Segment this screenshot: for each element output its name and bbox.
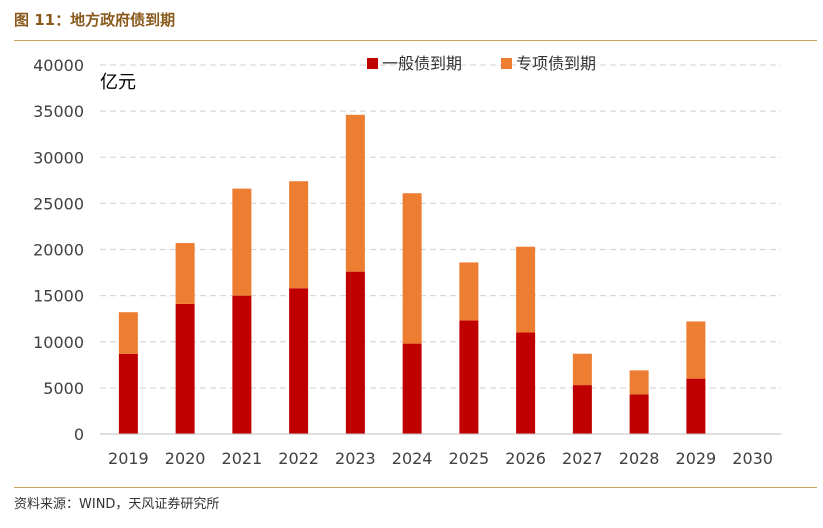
title-rule bbox=[14, 40, 817, 41]
bar-special-2021 bbox=[232, 188, 252, 296]
bar-special-2020 bbox=[175, 243, 195, 304]
source-note: 资料来源：WIND，天风证券研究所 bbox=[14, 497, 220, 512]
y-tick-label: 5000 bbox=[43, 379, 84, 398]
bar-general-2023 bbox=[345, 271, 365, 434]
bar-special-2027 bbox=[572, 353, 592, 386]
x-tick-label: 2019 bbox=[108, 449, 149, 468]
x-tick-label: 2025 bbox=[449, 449, 490, 468]
bar-general-2029 bbox=[686, 378, 706, 434]
bar-special-2022 bbox=[289, 181, 309, 289]
y-tick-label: 40000 bbox=[33, 56, 84, 75]
legend-label-general: 一般债到期 bbox=[382, 54, 462, 73]
figure-title: 图 11：地方政府债到期 bbox=[14, 11, 176, 29]
legend: 一般债到期 专项债到期 bbox=[367, 54, 596, 73]
bar-general-2027 bbox=[572, 385, 592, 434]
bar-special-2024 bbox=[402, 193, 422, 344]
bar-general-2019 bbox=[118, 353, 138, 434]
x-tick-label: 2022 bbox=[278, 449, 319, 468]
x-tick-label: 2020 bbox=[165, 449, 206, 468]
bar-special-2029 bbox=[686, 321, 706, 379]
bar-general-2021 bbox=[232, 295, 252, 434]
y-tick-label: 35000 bbox=[33, 102, 84, 121]
x-tick-label: 2028 bbox=[619, 449, 660, 468]
bar-general-2026 bbox=[516, 332, 536, 434]
gridlines bbox=[100, 64, 781, 389]
x-tick-label: 2024 bbox=[392, 449, 433, 468]
bar-special-2026 bbox=[516, 246, 536, 333]
y-tick-label: 25000 bbox=[33, 194, 84, 213]
legend-label-special: 专项债到期 bbox=[516, 54, 596, 73]
x-tick-label: 2027 bbox=[562, 449, 603, 468]
y-tick-label: 10000 bbox=[33, 333, 84, 352]
bar-general-2020 bbox=[175, 303, 195, 434]
y-tick-label: 15000 bbox=[33, 287, 84, 306]
bar-special-2019 bbox=[118, 312, 138, 354]
bar-general-2028 bbox=[629, 394, 649, 434]
source-rule bbox=[14, 487, 817, 488]
bar-general-2022 bbox=[289, 288, 309, 434]
y-tick-label: 20000 bbox=[33, 241, 84, 260]
bar-general-2025 bbox=[459, 320, 479, 434]
x-tick-label: 2021 bbox=[222, 449, 263, 468]
x-tick-label: 2029 bbox=[676, 449, 717, 468]
bar-special-2025 bbox=[459, 262, 479, 321]
x-tick-label: 2026 bbox=[505, 449, 546, 468]
bar-special-2028 bbox=[629, 370, 649, 395]
y-tick-label: 0 bbox=[74, 425, 84, 444]
legend-swatch-general bbox=[367, 58, 378, 69]
x-tick-label: 2023 bbox=[335, 449, 376, 468]
bar-general-2024 bbox=[402, 343, 422, 434]
legend-swatch-special bbox=[501, 58, 512, 69]
y-tick-label: 30000 bbox=[33, 148, 84, 167]
bar-special-2023 bbox=[345, 114, 365, 272]
axes: 0 5000 10000 15000 20000 25000 30000 35000 40000… bbox=[33, 56, 781, 468]
bars bbox=[118, 114, 706, 434]
y-unit-label: 亿元 bbox=[100, 72, 136, 93]
x-tick-label: 2030 bbox=[732, 449, 773, 468]
